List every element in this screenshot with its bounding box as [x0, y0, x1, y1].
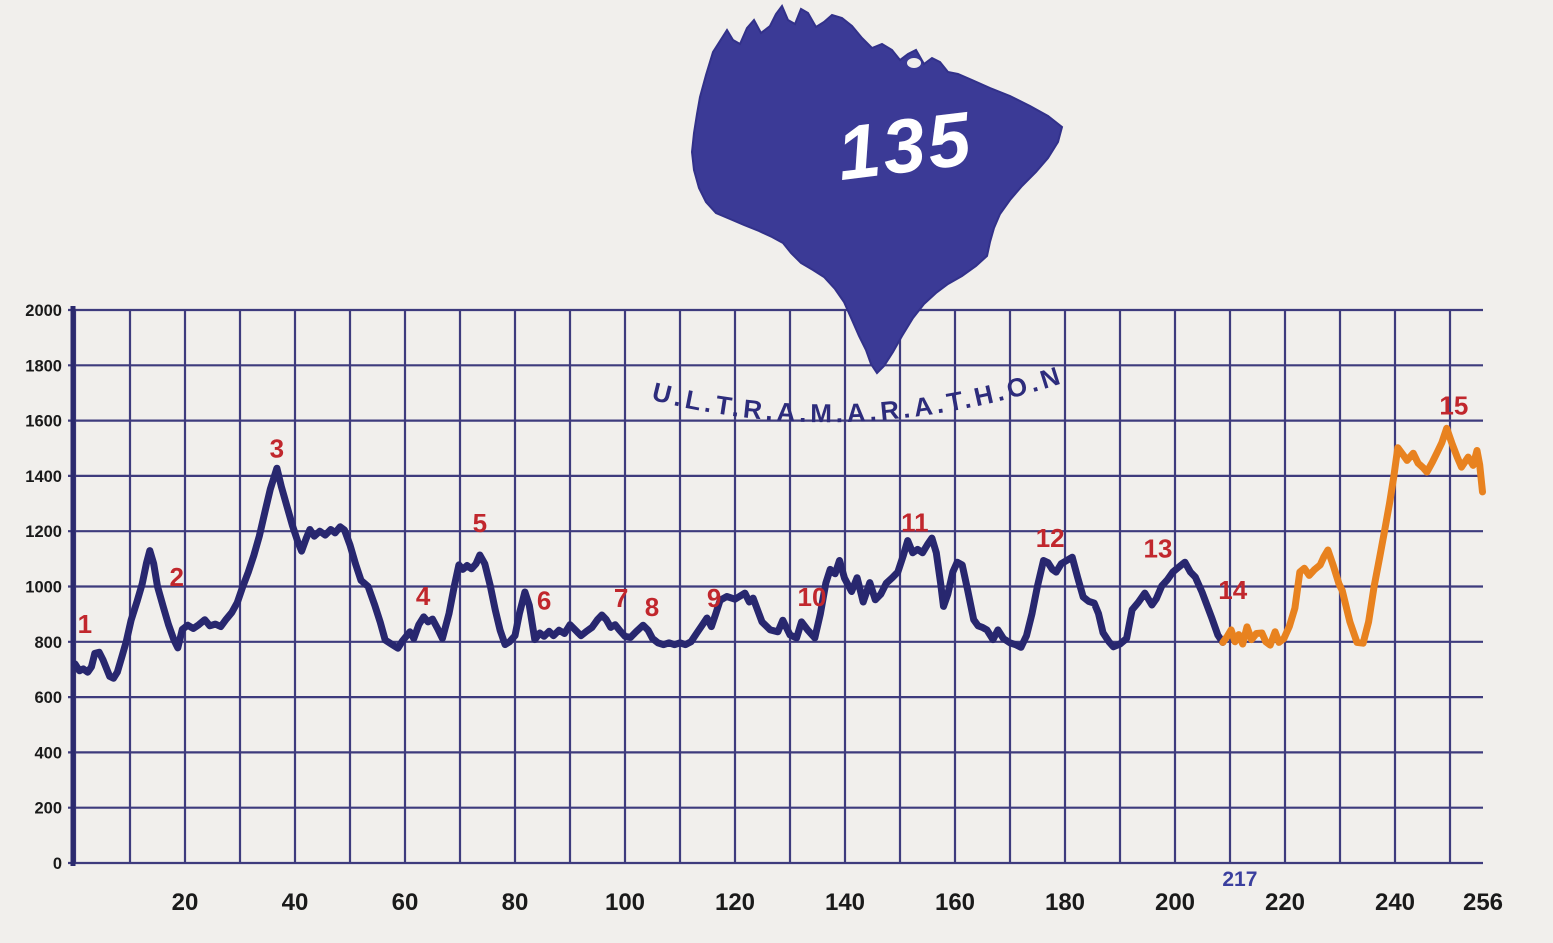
y-tick-label: 1600 [25, 413, 62, 431]
peak-marker-1: 1 [78, 609, 92, 639]
x-tick-label: 20 [172, 889, 199, 916]
x-tick-label: 80 [502, 889, 529, 916]
peak-marker-12: 12 [1036, 523, 1065, 553]
y-tick-label: 1800 [25, 357, 62, 375]
elevation-line-final-section [1219, 424, 1486, 649]
peak-marker-8: 8 [645, 592, 659, 622]
x-tick-label: 220 [1265, 889, 1305, 916]
x-tick-label: 100 [605, 889, 645, 916]
peak-marker-7: 7 [614, 583, 628, 613]
x-tick-label: 60 [392, 889, 419, 916]
peak-marker-3: 3 [270, 433, 284, 463]
peak-marker-13: 13 [1143, 533, 1172, 563]
x-tick-label: 120 [715, 889, 755, 916]
y-tick-label: 1400 [25, 468, 62, 486]
peak-marker-6: 6 [537, 585, 551, 615]
x-tick-label: 256 [1463, 889, 1503, 916]
peak-marker-9: 9 [707, 583, 721, 613]
y-tick-label: 600 [34, 689, 62, 707]
peak-marker-11: 11 [901, 507, 929, 537]
y-tick-label: 800 [34, 634, 62, 652]
peak-marker-5: 5 [473, 508, 487, 538]
x-tick-label: 160 [935, 889, 975, 916]
series-layer [71, 424, 1486, 682]
peak-marker-4: 4 [416, 581, 431, 611]
peak-marker-2: 2 [170, 562, 184, 592]
peak-marker-10: 10 [798, 582, 827, 612]
x-tick-label: 180 [1045, 889, 1085, 916]
elevation-line-main-course [71, 464, 1227, 682]
x-tick-label: 140 [825, 889, 865, 916]
y-tick-label: 0 [53, 855, 62, 873]
x-tick-label: 200 [1155, 889, 1195, 916]
arc-title: U.L.T.R.A.M.A.R.A.T.H.O.N [649, 359, 1067, 428]
y-tick-label: 1000 [25, 579, 62, 597]
y-tick-label: 200 [34, 800, 62, 818]
x-tick-label: 40 [282, 889, 309, 916]
logo-number: 135 [833, 96, 978, 197]
y-tick-label: 2000 [25, 302, 62, 320]
x-tick-label: 240 [1375, 889, 1415, 916]
peak-marker-14: 14 [1218, 575, 1247, 605]
y-tick-label: 400 [34, 744, 62, 762]
brazil-map [690, 4, 1064, 375]
map-river-notch [907, 58, 921, 68]
peak-marker-15: 15 [1439, 390, 1468, 420]
x-label-217: 217 [1222, 868, 1257, 891]
y-tick-label: 1200 [25, 523, 62, 541]
